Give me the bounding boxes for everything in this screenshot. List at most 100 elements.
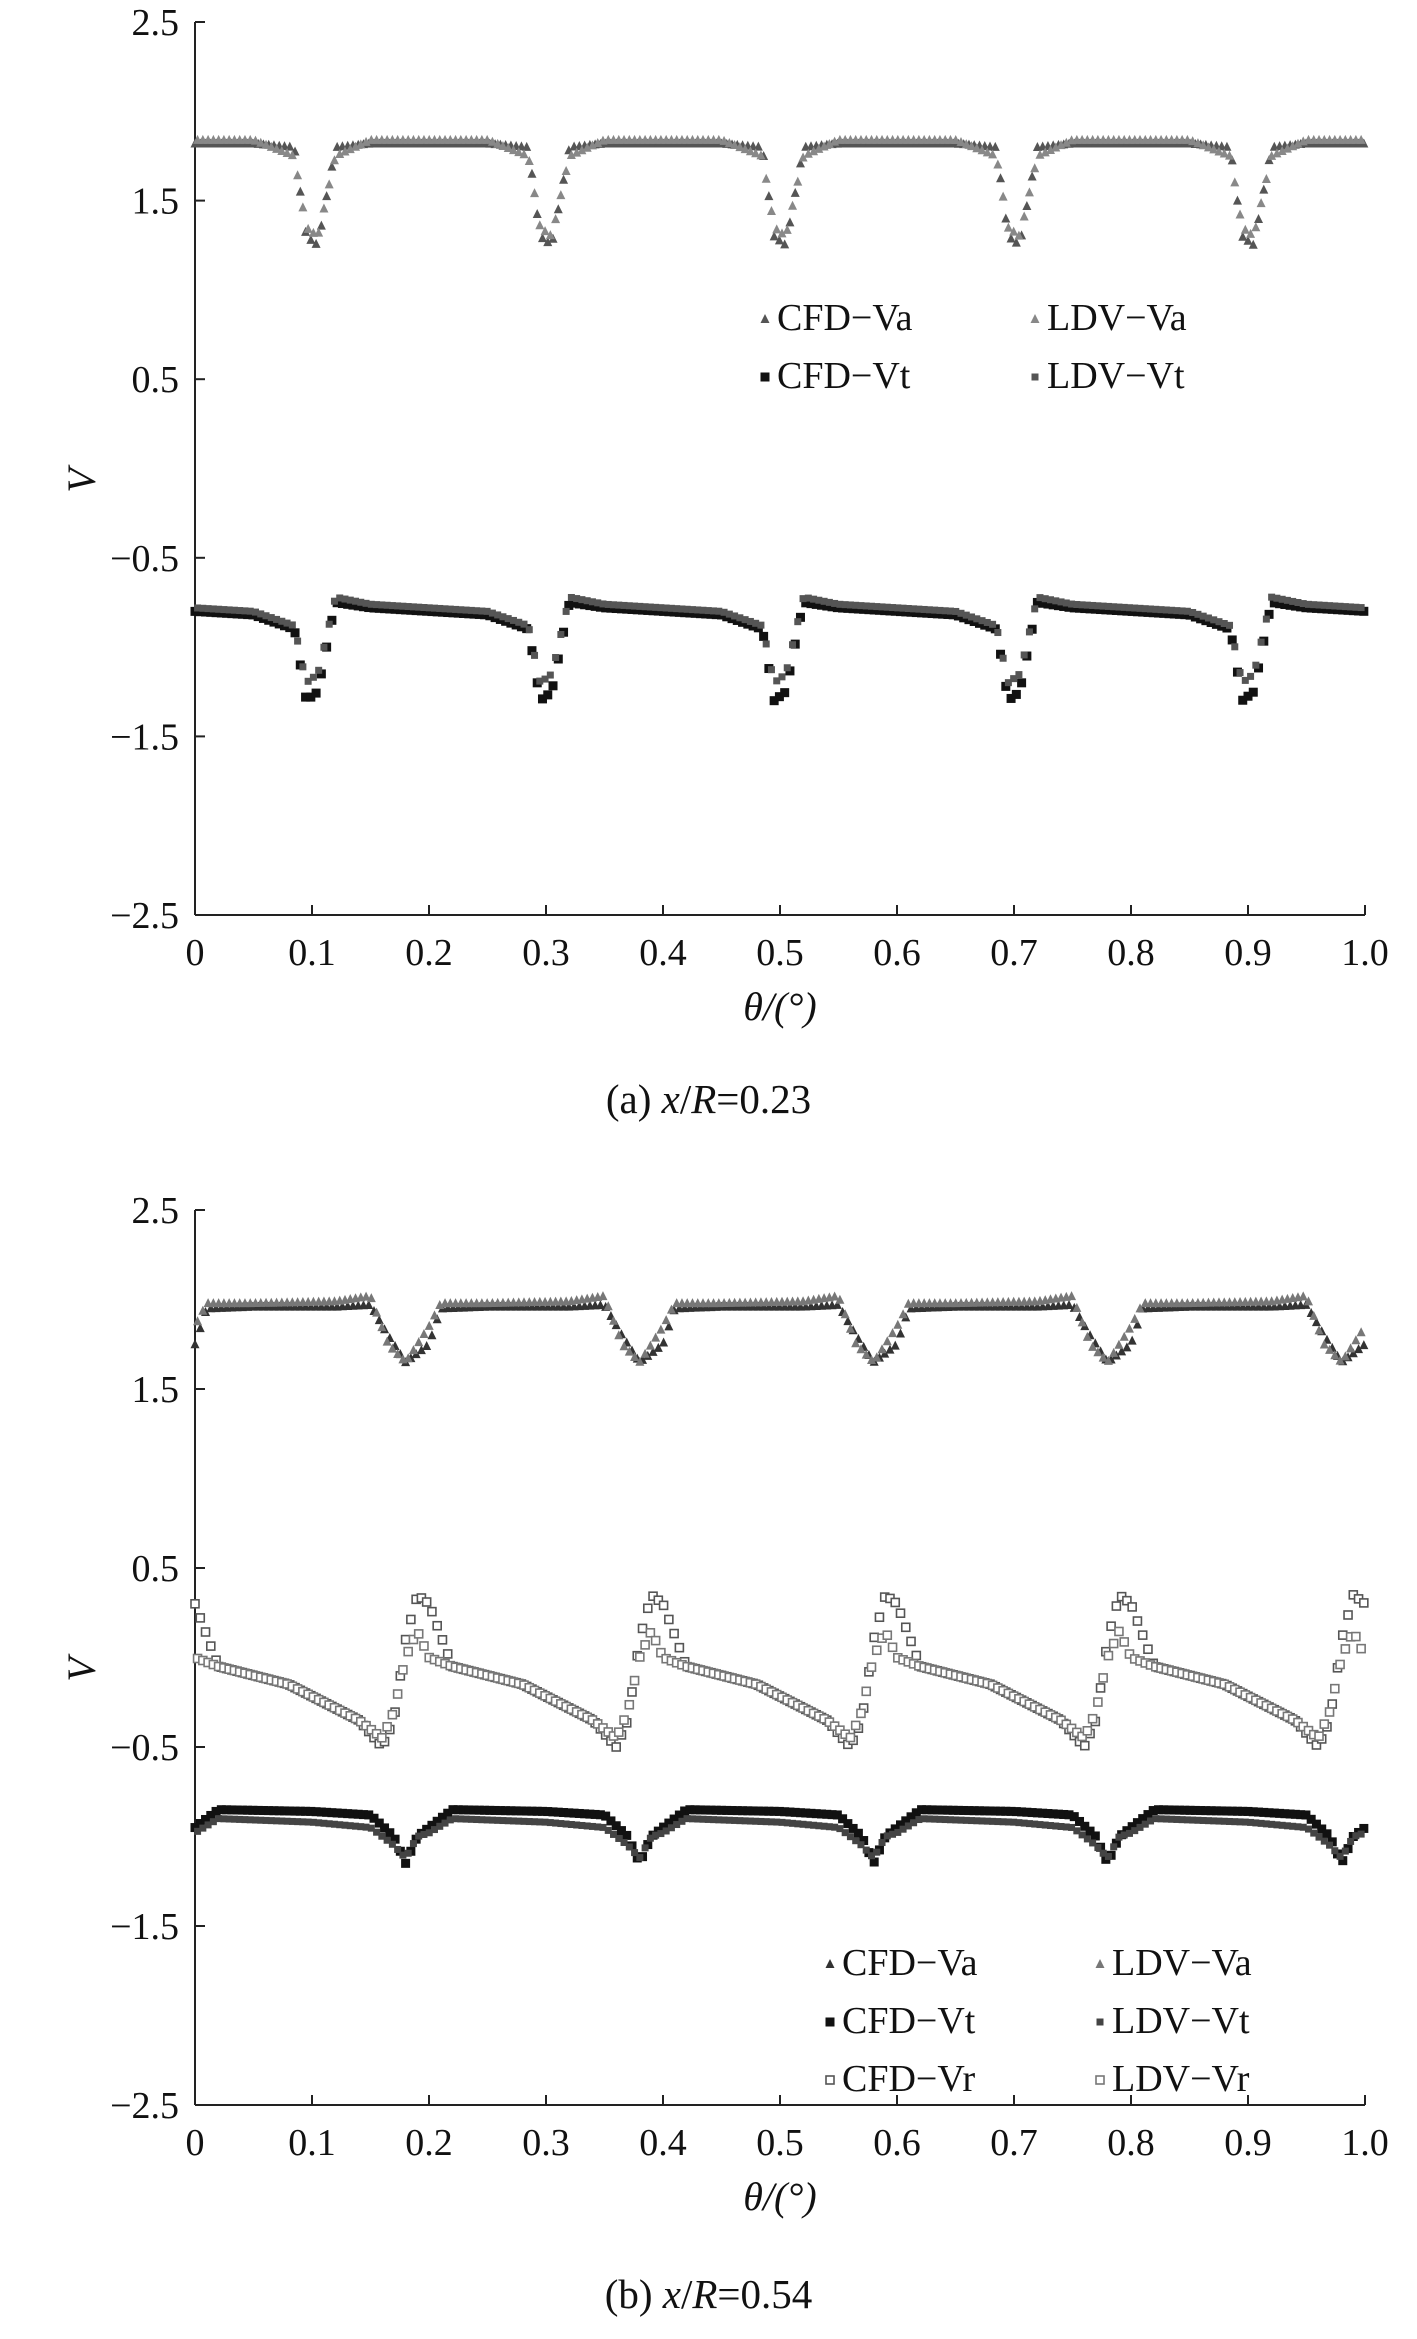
data-point	[1061, 137, 1071, 147]
data-point	[915, 1816, 923, 1824]
data-point	[599, 1823, 607, 1831]
data-point	[717, 1805, 726, 1815]
data-point	[532, 1806, 542, 1816]
data-point	[437, 1635, 448, 1645]
data-point	[741, 1817, 749, 1825]
data-point	[1201, 1806, 1211, 1816]
data-point	[674, 1810, 684, 1820]
data-point	[1053, 1809, 1063, 1819]
data-point	[988, 149, 998, 159]
data-point	[1059, 1809, 1069, 1819]
data-point	[404, 603, 412, 611]
x-tick-label: 0.9	[1224, 2122, 1272, 2164]
data-point	[882, 1336, 892, 1346]
data-point	[620, 1838, 628, 1846]
data-point	[1032, 1808, 1042, 1818]
data-point	[603, 1301, 613, 1311]
data-point	[636, 1854, 644, 1862]
data-point	[383, 601, 391, 609]
data-point	[319, 203, 329, 213]
data-point	[543, 690, 553, 700]
data-point	[527, 1806, 537, 1816]
data-point	[205, 1641, 216, 1651]
data-point	[194, 604, 202, 612]
data-point	[195, 1819, 205, 1829]
data-point	[1132, 1319, 1142, 1329]
data-point	[1290, 1809, 1300, 1819]
data-point	[1311, 1740, 1322, 1750]
data-point	[595, 1300, 605, 1310]
data-point	[422, 1341, 432, 1351]
data-point	[494, 1816, 502, 1824]
data-point	[527, 168, 537, 178]
data-point	[1301, 1810, 1311, 1820]
data-point	[1193, 138, 1203, 148]
data-point	[867, 1852, 875, 1860]
data-point	[537, 694, 547, 704]
x-tick-label: 0.6	[873, 932, 921, 974]
data-point	[1124, 1649, 1135, 1659]
data-point	[546, 1819, 554, 1827]
data-point	[543, 237, 553, 247]
data-point	[922, 1805, 932, 1815]
data-point	[1051, 142, 1061, 152]
data-point	[1152, 1815, 1160, 1823]
data-point	[531, 1818, 539, 1826]
data-point	[720, 608, 728, 616]
data-point	[822, 601, 832, 611]
data-point	[469, 1805, 479, 1815]
data-point	[1078, 1831, 1086, 1839]
legend-marker	[1030, 314, 1040, 323]
data-point	[403, 1353, 413, 1363]
data-point	[715, 1816, 723, 1824]
data-point	[1246, 228, 1256, 238]
data-point	[1264, 1808, 1274, 1818]
data-point	[1190, 1805, 1200, 1815]
data-point	[1319, 1339, 1329, 1349]
x-tick-label: 1.0	[1341, 932, 1389, 974]
data-point	[190, 1823, 200, 1833]
data-point	[1203, 142, 1213, 152]
data-point	[400, 1634, 411, 1645]
data-point	[585, 1809, 595, 1819]
data-point	[1238, 695, 1248, 705]
data-point	[1183, 607, 1191, 615]
series-CFD−Vt	[190, 1805, 1369, 1868]
data-point	[385, 1828, 395, 1838]
data-point	[598, 1291, 608, 1301]
data-point	[873, 603, 881, 611]
data-point	[1083, 1835, 1091, 1843]
data-point	[483, 607, 491, 615]
data-point	[541, 675, 549, 683]
data-point	[1185, 1805, 1195, 1815]
data-point	[635, 1356, 645, 1366]
data-point	[673, 605, 681, 613]
data-point	[1220, 1817, 1228, 1825]
data-point	[352, 597, 360, 605]
data-point	[209, 1818, 217, 1826]
data-point	[766, 205, 776, 215]
data-point	[408, 1634, 419, 1645]
data-point	[446, 605, 454, 613]
data-point	[983, 618, 991, 626]
data-point	[567, 593, 575, 601]
data-point	[882, 1630, 893, 1641]
data-point	[1078, 601, 1086, 609]
data-point	[409, 1840, 417, 1848]
data-point	[885, 1344, 895, 1354]
data-point	[620, 601, 628, 609]
data-point	[377, 1322, 387, 1332]
data-point	[683, 1815, 691, 1823]
data-point	[1254, 214, 1264, 224]
data-point	[658, 1600, 669, 1611]
data-point	[683, 605, 691, 613]
data-point	[1194, 610, 1202, 618]
data-point	[346, 1822, 354, 1830]
data-point	[1289, 1822, 1297, 1830]
data-point	[757, 1817, 765, 1825]
data-point	[783, 664, 791, 672]
data-point	[1222, 141, 1232, 151]
data-point	[1225, 150, 1235, 160]
data-point	[1031, 1820, 1039, 1828]
data-point	[551, 214, 561, 224]
